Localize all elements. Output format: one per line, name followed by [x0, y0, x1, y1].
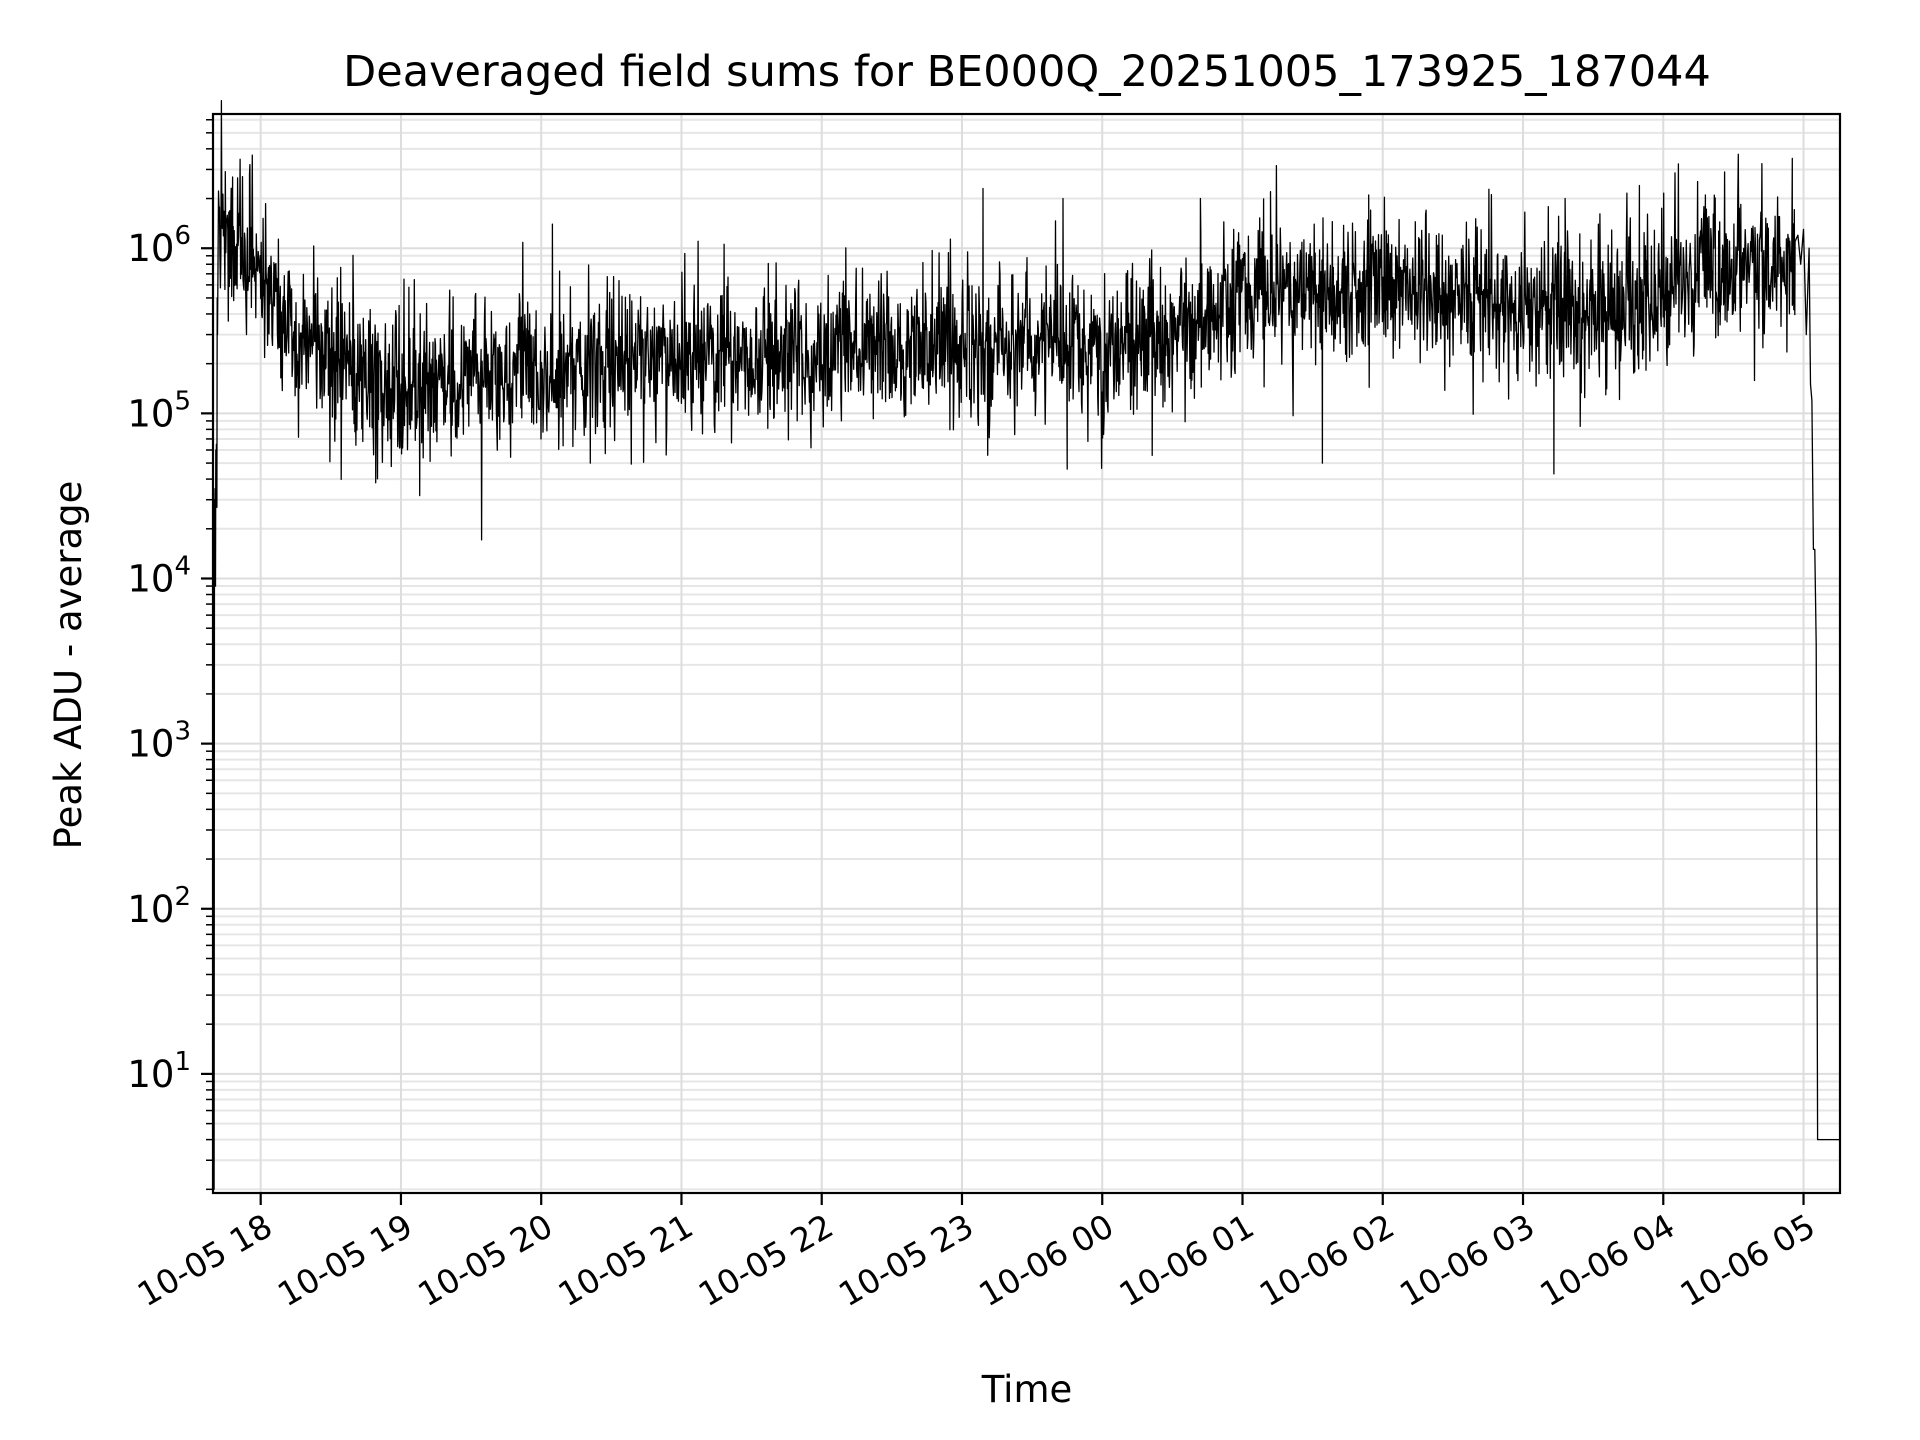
y-tick-label: 104 — [127, 552, 191, 601]
axes-frame — [211, 112, 1842, 1195]
y-axis-label: Peak ADU - average — [47, 481, 90, 850]
x-tick-label: 10-06 02 — [1253, 1206, 1401, 1314]
x-tick-label: 10-05 20 — [411, 1206, 559, 1314]
y-tick-label: 105 — [127, 386, 191, 435]
y-tick-exponent: 1 — [174, 1047, 191, 1077]
y-tick-base: 10 — [127, 392, 174, 435]
series-line — [213, 99, 1840, 1190]
x-tick-label: 10-06 04 — [1533, 1206, 1681, 1314]
y-tick-label: 106 — [127, 221, 191, 270]
y-tick-base: 10 — [127, 1053, 174, 1096]
y-tick-exponent: 2 — [174, 882, 191, 912]
x-tick-label: 10-06 05 — [1674, 1206, 1822, 1314]
x-tick-label: 10-05 23 — [832, 1206, 980, 1314]
x-tick-label: 10-06 00 — [972, 1206, 1120, 1314]
x-tick-label: 10-05 18 — [131, 1206, 279, 1314]
x-tick-label: 10-05 21 — [551, 1206, 699, 1314]
y-tick-base: 10 — [127, 888, 174, 931]
chart-title: Deaveraged field sums for BE000Q_2025100… — [343, 47, 1711, 97]
y-tick-exponent: 3 — [174, 717, 191, 747]
y-tick-exponent: 6 — [174, 221, 191, 251]
y-tick-label: 103 — [127, 717, 191, 766]
y-tick-label: 102 — [127, 882, 191, 931]
y-tick-exponent: 5 — [174, 386, 191, 416]
y-tick-base: 10 — [127, 227, 174, 270]
x-axis-label: Time — [981, 1368, 1073, 1411]
y-tick-base: 10 — [127, 723, 174, 766]
y-tick-label: 101 — [127, 1047, 191, 1096]
x-tick-label: 10-05 19 — [271, 1206, 419, 1314]
x-tick-label: 10-06 03 — [1393, 1206, 1541, 1314]
tick-marks — [201, 118, 1805, 1205]
y-tick-exponent: 4 — [174, 552, 191, 582]
series-layer — [213, 99, 1840, 1190]
x-tick-label: 10-05 22 — [692, 1206, 840, 1314]
x-tick-label: 10-06 01 — [1113, 1206, 1261, 1314]
y-tick-base: 10 — [127, 558, 174, 601]
